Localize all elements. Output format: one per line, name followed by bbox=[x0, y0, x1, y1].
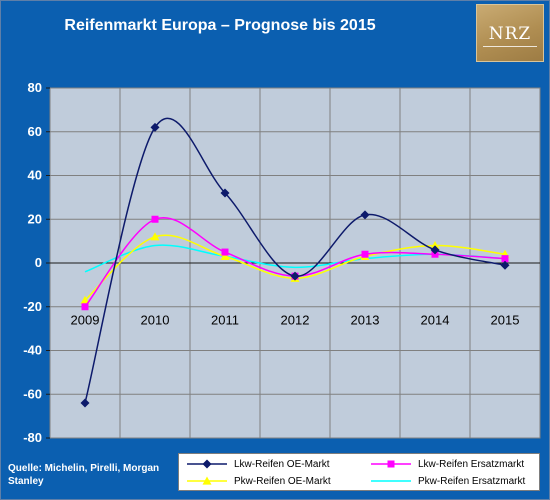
legend-label-lkw-oe: Lkw-Reifen OE-Markt bbox=[234, 459, 330, 470]
data-point bbox=[150, 232, 160, 241]
y-tick-label: -80 bbox=[23, 430, 42, 445]
y-tick-label: 40 bbox=[28, 168, 42, 183]
data-point bbox=[151, 215, 159, 223]
legend-swatch-lkw-ersatz bbox=[371, 460, 411, 468]
y-tick-label: 60 bbox=[28, 124, 42, 139]
nrz-logo-rule bbox=[483, 46, 537, 47]
x-category-label: 2014 bbox=[421, 312, 450, 327]
chart-title: Reifenmarkt Europa – Prognose bis 2015 bbox=[64, 17, 376, 34]
data-point bbox=[500, 260, 510, 270]
data-point bbox=[290, 271, 300, 281]
series-line bbox=[84, 117, 506, 404]
nrz-logo: NRZ bbox=[476, 4, 544, 62]
data-point bbox=[360, 210, 370, 220]
legend-label-pkw-ersatz: Pkw-Reifen Ersatzmarkt bbox=[418, 476, 526, 487]
source-note: Quelle: Michelin, Pirelli, Morgan Stanle… bbox=[8, 463, 160, 487]
legend-label-pkw-oe: Pkw-Reifen OE-Markt bbox=[234, 476, 331, 487]
data-point bbox=[430, 245, 440, 255]
x-category-label: 2011 bbox=[211, 312, 239, 327]
x-category-label: 2013 bbox=[351, 312, 380, 327]
data-point bbox=[430, 241, 440, 250]
data-point bbox=[220, 188, 230, 198]
y-tick-label: 20 bbox=[28, 211, 42, 226]
legend-swatch-pkw-ersatz bbox=[371, 480, 411, 482]
x-category-label: 2009 bbox=[71, 312, 100, 327]
data-point bbox=[361, 250, 369, 258]
data-point bbox=[80, 398, 90, 408]
series-0 bbox=[80, 117, 510, 408]
data-point bbox=[501, 255, 509, 263]
y-tick-label: -40 bbox=[23, 343, 42, 358]
legend: Lkw-Reifen OE-Markt Lkw-Reifen Ersatzmar… bbox=[178, 453, 540, 491]
data-point bbox=[150, 122, 160, 132]
y-tick-label: -20 bbox=[23, 299, 42, 314]
x-category-label: 2012 bbox=[281, 312, 310, 327]
nrz-logo-text: NRZ bbox=[488, 24, 532, 44]
y-tick-label: -60 bbox=[23, 386, 42, 401]
y-tick-label: 80 bbox=[28, 80, 42, 95]
legend-swatch-marker bbox=[202, 476, 212, 485]
x-category-label: 2010 bbox=[141, 312, 170, 327]
legend-label-lkw-ersatz: Lkw-Reifen Ersatzmarkt bbox=[418, 459, 525, 470]
legend-swatch-marker bbox=[202, 459, 212, 469]
legend-swatch-pkw-oe bbox=[187, 476, 227, 485]
legend-swatch-lkw-oe bbox=[187, 459, 227, 469]
data-point bbox=[221, 248, 229, 256]
x-category-label: 2015 bbox=[491, 312, 520, 327]
legend-swatch-marker bbox=[387, 460, 395, 468]
data-point bbox=[220, 251, 230, 261]
data-point bbox=[81, 303, 89, 311]
y-tick-label: 0 bbox=[35, 255, 42, 270]
data-point bbox=[80, 295, 90, 304]
